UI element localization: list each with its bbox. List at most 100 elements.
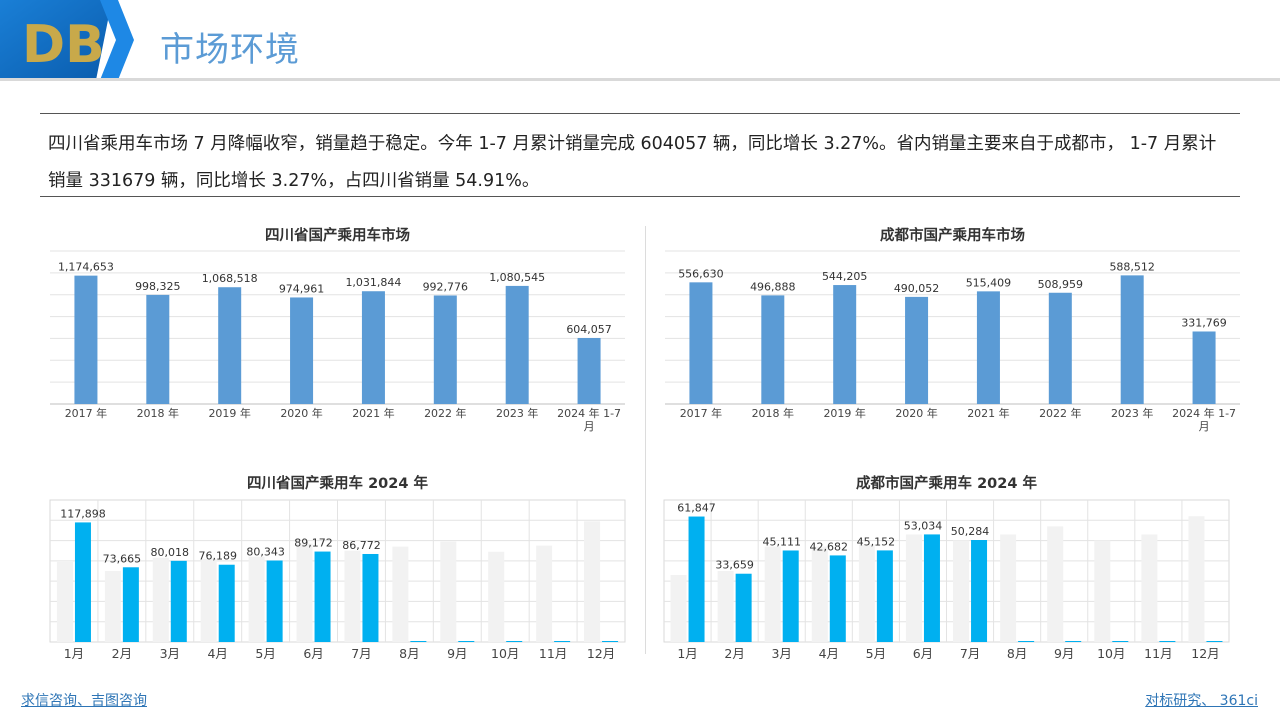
- footer-left-link[interactable]: 求信咨询、吉图咨询: [21, 693, 147, 709]
- bar: [488, 551, 505, 642]
- data-label: 544,205: [822, 270, 868, 283]
- chart-plot: 61,847 1月 33,659 2月 45,111 3月 42,682 4月 45,152 5月…: [663, 499, 1230, 661]
- tick-label: 1月: [64, 646, 84, 661]
- bar: [689, 282, 713, 404]
- data-label: 86,772: [342, 539, 381, 552]
- bar: [433, 295, 457, 404]
- bar: [536, 545, 553, 642]
- data-label: 73,665: [103, 552, 142, 565]
- bar: [554, 641, 571, 642]
- tick-label: 2017 年: [680, 406, 723, 420]
- logo: DB: [0, 0, 134, 80]
- tick-label: 12月: [1191, 646, 1219, 661]
- data-label: 992,776: [423, 281, 469, 294]
- data-label: 33,659: [715, 559, 754, 572]
- data-label: 588,512: [1109, 260, 1155, 273]
- data-label: 496,888: [750, 280, 796, 293]
- bar: [74, 522, 91, 642]
- tick-label: 2017 年: [65, 406, 108, 420]
- tick-label: 2月: [112, 646, 132, 661]
- tick-label: 2024 年 1-7: [1172, 406, 1236, 420]
- bar: [218, 287, 242, 404]
- sichuan-monthly-chart: 四川省国产乘用车 2024 年 117,898 1月 73,665 2月 80,018 3…: [49, 472, 626, 667]
- tick-label: 5月: [866, 646, 886, 661]
- bar: [1094, 540, 1111, 642]
- tick-label: 5月: [255, 646, 275, 661]
- data-label: 76,189: [198, 550, 237, 563]
- bar: [688, 516, 705, 642]
- bar: [1141, 534, 1158, 642]
- bar: [971, 539, 988, 642]
- bar: [290, 297, 314, 404]
- bar: [362, 553, 379, 642]
- tick-label: 7月: [960, 646, 980, 661]
- bar: [392, 546, 409, 642]
- bar: [735, 573, 752, 642]
- tick-label: 4月: [207, 646, 227, 661]
- data-label: 45,111: [762, 535, 801, 548]
- bar: [314, 551, 331, 642]
- data-label: 42,682: [810, 540, 849, 553]
- bar: [858, 544, 875, 642]
- logo-mark: DB: [22, 15, 105, 75]
- chart-title: 四川省国产乘用车 2024 年: [247, 476, 428, 492]
- bar: [344, 550, 361, 642]
- bar: [200, 558, 217, 642]
- bar: [923, 534, 940, 642]
- bar: [782, 550, 799, 642]
- footer-right-link[interactable]: 对标研究、 361ci: [1145, 693, 1258, 709]
- header: DB 市场环境: [0, 0, 1280, 82]
- bar: [1192, 331, 1216, 404]
- bar: [152, 557, 169, 642]
- chart-column-divider: [645, 226, 646, 654]
- bar: [905, 534, 922, 642]
- tick-label: 月: [1199, 420, 1210, 433]
- data-label: 80,018: [151, 546, 190, 559]
- bar: [146, 294, 170, 404]
- bar: [833, 285, 857, 404]
- tick-label: 2020 年: [895, 406, 938, 420]
- data-label: 117,898: [60, 507, 106, 520]
- bar: [670, 575, 687, 642]
- tick-label: 4月: [819, 646, 839, 661]
- tick-label: 2018 年: [137, 406, 180, 420]
- tick-label: 12月: [587, 646, 615, 661]
- bar: [1188, 516, 1205, 642]
- tick-label: 2024 年 1-7: [557, 406, 621, 420]
- bar: [1047, 526, 1064, 642]
- tick-label: 2月: [724, 646, 744, 661]
- tick-label: 2020 年: [280, 406, 323, 420]
- summary-text: 四川省乘用车市场 7 月降幅收窄，销量趋于稳定。今年 1-7 月累计销量完成 6…: [40, 113, 1240, 197]
- bar: [104, 571, 121, 642]
- tick-label: 2019 年: [823, 406, 866, 420]
- bar: [505, 285, 529, 404]
- data-label: 515,409: [966, 276, 1012, 289]
- tick-label: 11月: [539, 646, 567, 661]
- bar: [1120, 275, 1144, 404]
- tick-label: 月: [584, 420, 595, 433]
- tick-label: 2022 年: [1039, 406, 1082, 420]
- tick-label: 2022 年: [424, 406, 467, 420]
- tick-label: 10月: [491, 646, 519, 661]
- logo-background: [0, 0, 112, 80]
- tick-label: 10月: [1097, 646, 1125, 661]
- data-label: 974,961: [279, 282, 325, 295]
- bar: [1065, 641, 1082, 642]
- chart-plot: 1,174,653 2017 年 998,325 2018 年 1,068,518 201…: [50, 250, 625, 433]
- tick-label: 9月: [1054, 646, 1074, 661]
- bar: [811, 546, 828, 642]
- bar: [56, 561, 73, 642]
- chart-plot: 117,898 1月 73,665 2月 80,018 3月 76,189 4月 80,343 5…: [49, 499, 626, 661]
- bar: [440, 541, 457, 642]
- page-title: 市场环境: [160, 30, 300, 70]
- tick-label: 11月: [1144, 646, 1172, 661]
- bar: [361, 291, 385, 404]
- data-label: 45,152: [857, 535, 896, 548]
- data-label: 61,847: [677, 502, 716, 515]
- data-label: 1,031,844: [345, 276, 401, 289]
- bar: [829, 555, 846, 642]
- tick-label: 2021 年: [352, 406, 395, 420]
- bar: [1000, 534, 1017, 642]
- chevron-icon: [100, 0, 134, 80]
